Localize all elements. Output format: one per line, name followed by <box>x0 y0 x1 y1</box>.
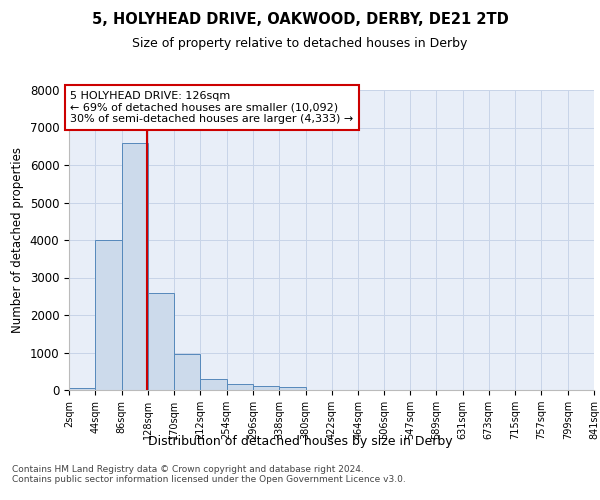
Bar <box>253 386 279 390</box>
Text: Contains HM Land Registry data © Crown copyright and database right 2024.
Contai: Contains HM Land Registry data © Crown c… <box>12 465 406 484</box>
Text: 5, HOLYHEAD DRIVE, OAKWOOD, DERBY, DE21 2TD: 5, HOLYHEAD DRIVE, OAKWOOD, DERBY, DE21 … <box>92 12 508 28</box>
Text: Distribution of detached houses by size in Derby: Distribution of detached houses by size … <box>148 435 452 448</box>
Bar <box>69 388 95 390</box>
Bar <box>122 142 148 390</box>
Text: 5 HOLYHEAD DRIVE: 126sqm
← 69% of detached houses are smaller (10,092)
30% of se: 5 HOLYHEAD DRIVE: 126sqm ← 69% of detach… <box>70 91 353 124</box>
Bar <box>174 354 200 390</box>
Bar <box>95 240 122 390</box>
Bar <box>279 388 305 390</box>
Bar <box>227 384 253 390</box>
Bar <box>148 292 174 390</box>
Text: Size of property relative to detached houses in Derby: Size of property relative to detached ho… <box>133 38 467 51</box>
Bar <box>200 379 227 390</box>
Y-axis label: Number of detached properties: Number of detached properties <box>11 147 24 333</box>
